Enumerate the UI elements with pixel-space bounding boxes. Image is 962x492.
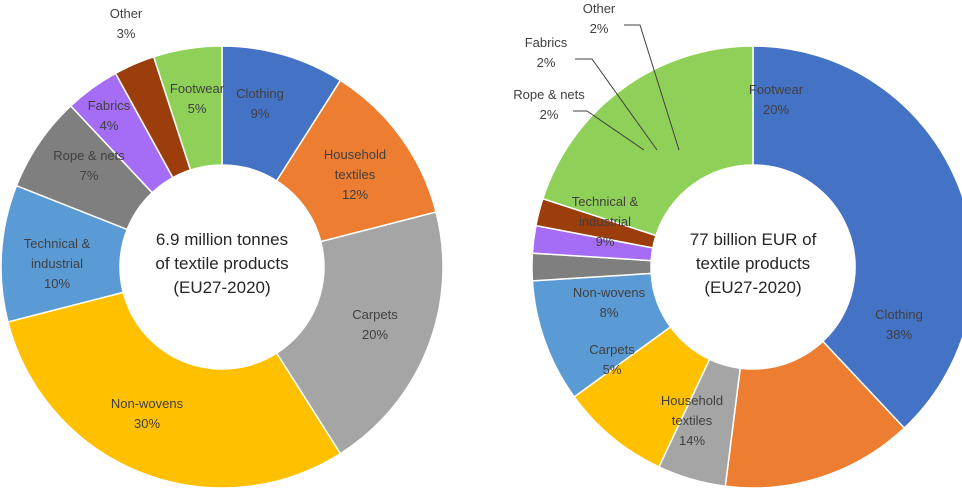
slice-label-household-textiles: Household textiles 12% xyxy=(324,147,386,202)
slice-label-clothing: Clothing 9% xyxy=(236,86,284,121)
slice-household-textiles xyxy=(724,340,906,489)
leader-line-rope-and-nets xyxy=(573,110,645,151)
slice-label-non-wovens: Non-wovens 30% xyxy=(111,396,184,431)
slice-non-wovens xyxy=(7,291,342,489)
slice-carpets xyxy=(275,211,444,455)
slice-label-other: Other 2% xyxy=(583,1,616,36)
donut-center-label: 6.9 million tonnes of textile products (EU… xyxy=(155,230,288,297)
slice-footwear xyxy=(152,45,223,171)
slice-label-household-textiles: Household textiles 14% xyxy=(661,393,723,448)
slice-label-rope-and-nets: Rope & nets 7% xyxy=(53,148,125,183)
slice-clothing xyxy=(752,45,962,430)
slice-label-non-wovens: Non-wovens 8% xyxy=(573,285,646,320)
slice-label-other: Other 3% xyxy=(110,6,143,41)
slice-footwear xyxy=(541,45,754,237)
slice-label-carpets: Carpets 20% xyxy=(352,307,398,342)
slice-label-technical-and-industrial: Technical & industrial 9% xyxy=(572,194,639,249)
slice-label-footwear: Footwear 5% xyxy=(170,81,225,116)
slice-label-carpets: Carpets 5% xyxy=(589,342,635,377)
leader-line-other xyxy=(624,24,680,151)
donut-chart-2: Clothing 38% Household textiles 14% Carpets 5%… xyxy=(513,1,962,489)
slice-label-clothing: Clothing 38% xyxy=(875,307,923,342)
slice-label-technical-and-industrial: Technical & industrial 10% xyxy=(24,236,91,291)
slice-label-footwear: Footwear 20% xyxy=(749,82,804,117)
slice-label-fabrics: Fabrics 4% xyxy=(88,98,131,133)
leader-line-fabrics xyxy=(575,58,658,151)
donut-center-label: 77 billion EUR of textile products (EU27-2… xyxy=(690,230,817,297)
slice-label-rope-and-nets: Rope & nets 2% xyxy=(513,87,585,122)
slice-label-fabrics: Fabrics 2% xyxy=(525,35,568,70)
donut-chart-1: Clothing 9% Household textiles 12% Carpets 20%… xyxy=(0,6,444,489)
